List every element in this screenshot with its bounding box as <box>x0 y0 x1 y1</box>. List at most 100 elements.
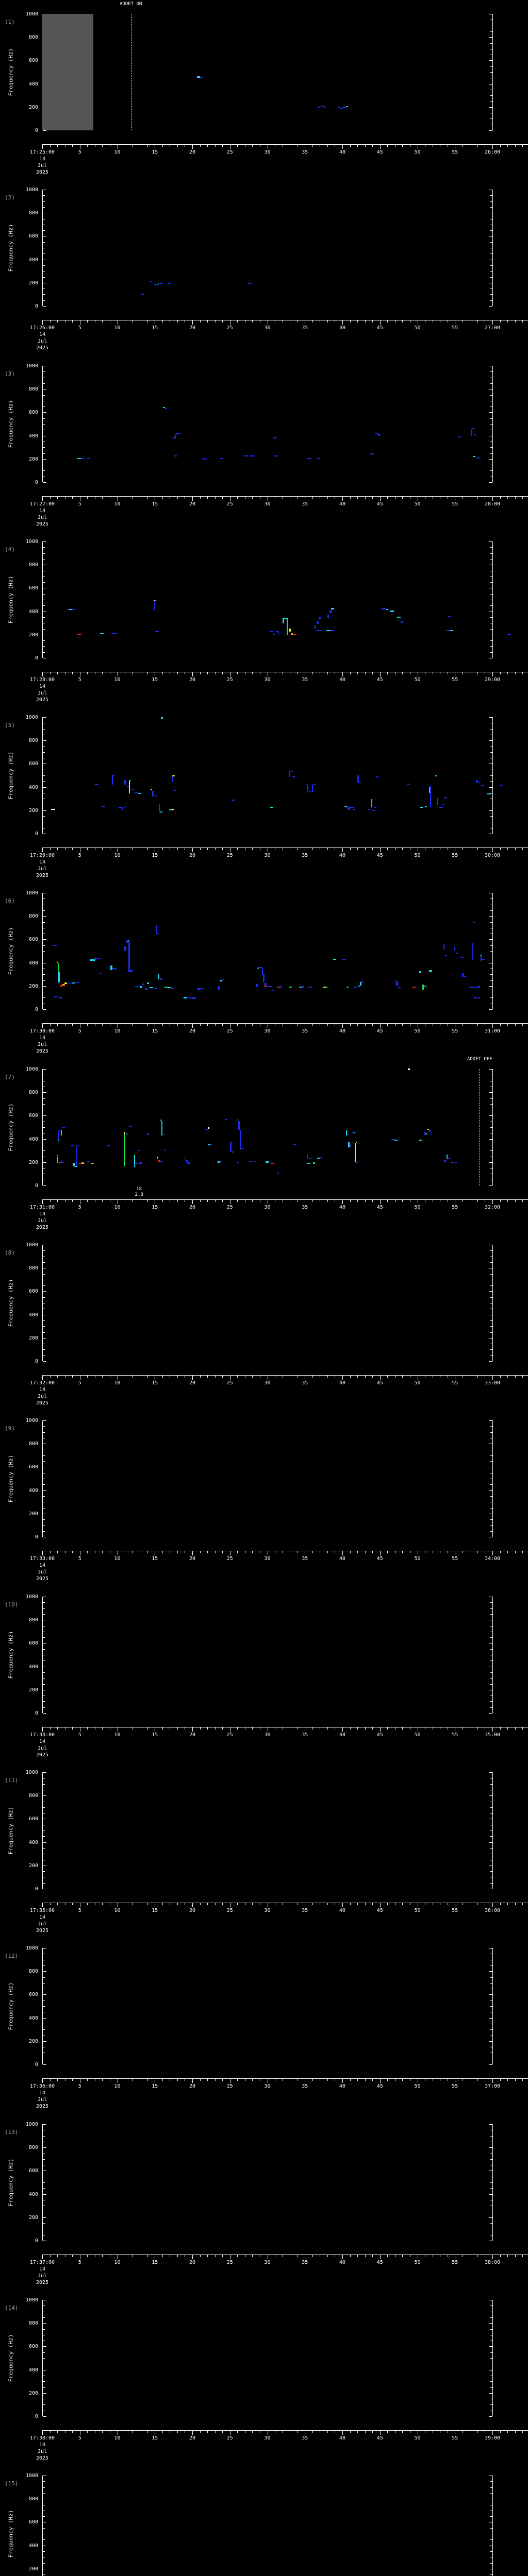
y-tick <box>490 300 492 301</box>
y-tick <box>490 1484 492 1485</box>
x-tick-label: 15 <box>152 149 158 155</box>
x-tick <box>222 2079 223 2081</box>
detection-mark <box>57 1155 59 1157</box>
date-line: Jul <box>37 690 47 696</box>
y-tick-label: 1000 <box>25 1242 38 1248</box>
detection-mark <box>136 1162 138 1164</box>
x-tick <box>72 497 73 499</box>
y-tick <box>43 916 46 917</box>
x-tick-label: 35 <box>302 853 308 858</box>
x-tick-label: 15 <box>152 853 158 858</box>
y-axis-title: Frequency (Hz) <box>7 1279 14 1327</box>
x-tick <box>252 1024 253 1026</box>
date-line: 2025 <box>36 521 49 527</box>
detection-mark <box>263 974 265 983</box>
y-tick <box>43 781 45 782</box>
x-tick-label: 45 <box>376 2260 383 2265</box>
y-tick <box>43 1150 45 1151</box>
y-tick <box>43 2006 45 2007</box>
x-tick <box>42 2255 43 2259</box>
x-tick <box>357 1024 358 1026</box>
y-tick <box>489 1772 492 1773</box>
y-tick <box>43 230 45 231</box>
x-tick <box>342 2255 343 2259</box>
y-tick <box>490 816 492 817</box>
x-tick <box>192 1903 193 1907</box>
x-tick <box>200 1200 201 1202</box>
y-tick <box>43 1250 45 1251</box>
y-tick <box>43 980 45 981</box>
x-tick-label: 50 <box>414 1732 421 1738</box>
detection-mark <box>482 958 485 960</box>
x-tick <box>177 320 178 323</box>
x-tick <box>492 1551 493 1555</box>
y-tick <box>490 617 492 618</box>
date-line: Jul <box>37 338 47 344</box>
y-tick <box>43 752 45 753</box>
y-tick <box>490 2551 492 2552</box>
y-tick <box>490 95 492 96</box>
y-tick <box>490 1349 492 1350</box>
spectrogram-panel: (13) Frequency (Hz) 0 200 400 600 800 1000 17:37… <box>0 2110 528 2286</box>
x-tick <box>515 1727 516 1730</box>
x-tick <box>357 2079 358 2081</box>
x-tick <box>312 672 313 674</box>
x-tick-label: 40 <box>339 1380 346 1386</box>
date-line: Jul <box>37 1394 47 1399</box>
y-tick <box>489 2217 492 2218</box>
x-end-time-label: 32:00 <box>484 1205 501 1210</box>
x-tick <box>380 2255 381 2259</box>
y-tick <box>43 553 45 554</box>
y-tick <box>489 482 492 483</box>
x-tick-label: 45 <box>376 2083 383 2089</box>
y-tick-label: 800 <box>28 2496 38 2502</box>
x-tick <box>207 2255 208 2257</box>
x-tick <box>200 145 201 147</box>
x-tick-label: 40 <box>339 1028 346 1034</box>
y-tick <box>43 2352 45 2353</box>
detection-mark <box>76 981 79 984</box>
y-tick <box>490 1525 492 1526</box>
x-tick <box>492 1024 493 1028</box>
detection-mark <box>289 771 291 777</box>
detection-mark <box>144 988 148 990</box>
detection-mark <box>345 1130 348 1136</box>
x-tick <box>515 672 516 674</box>
detection-mark <box>408 1069 410 1070</box>
x-tick <box>237 1727 238 1730</box>
y-tick <box>489 412 492 413</box>
x-tick <box>380 1727 381 1732</box>
y-tick-label: 400 <box>28 2367 38 2373</box>
x-tick-label: 50 <box>414 2083 421 2089</box>
x-tick <box>42 2431 43 2435</box>
x-tick <box>342 1024 343 1028</box>
detection-mark <box>129 781 130 794</box>
y-axis-left-spine <box>42 1597 43 1713</box>
x-tick <box>57 2079 58 2081</box>
x-tick <box>162 1376 163 1378</box>
x-tick-label: 55 <box>452 1556 458 1562</box>
date-line: 14 <box>39 684 46 689</box>
y-tick <box>490 2029 492 2030</box>
detection-mark <box>476 457 481 459</box>
y-tick <box>43 201 45 202</box>
detection-mark <box>237 1119 239 1121</box>
detection-mark <box>129 780 131 782</box>
y-tick-label: 800 <box>28 913 38 920</box>
y-tick <box>489 717 492 718</box>
x-tick <box>515 2255 516 2257</box>
y-tick <box>490 207 492 208</box>
detection-mark <box>257 967 260 969</box>
y-tick <box>43 1701 45 1702</box>
x-tick-label: 5 <box>78 1205 81 1210</box>
x-tick <box>380 2079 381 2083</box>
x-tick <box>350 2431 351 2433</box>
x-tick <box>507 672 508 674</box>
x-tick <box>522 2079 523 2081</box>
x-tick <box>357 2255 358 2257</box>
x-tick <box>214 1903 216 1905</box>
y-tick-label: 800 <box>28 2145 38 2151</box>
x-tick <box>72 1551 73 1553</box>
x-tick-label: 20 <box>189 2083 196 2089</box>
x-tick <box>222 2431 223 2433</box>
